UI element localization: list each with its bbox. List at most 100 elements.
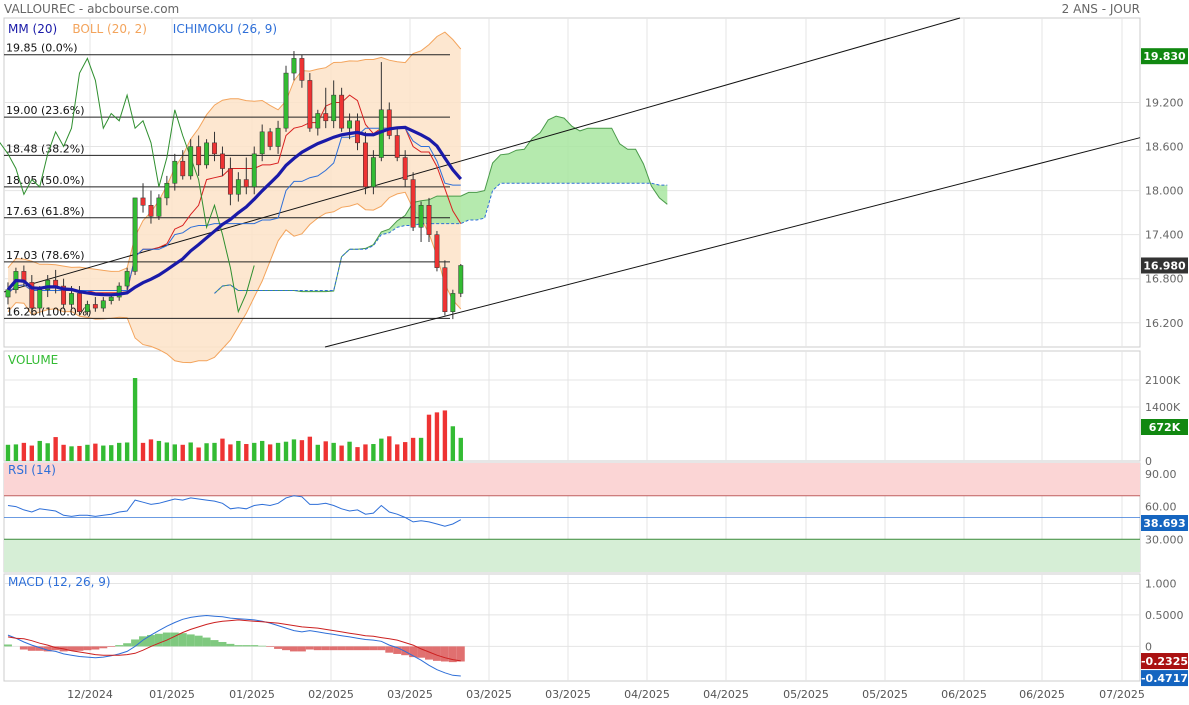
candle-body	[132, 197, 138, 272]
macd-tick-label: 0.5000	[1145, 609, 1184, 622]
volume-bar	[307, 436, 313, 461]
candle-body	[227, 168, 233, 195]
volume-bar	[283, 441, 289, 461]
candle-body	[402, 157, 408, 180]
volume-bar	[236, 440, 241, 461]
volume-bar	[228, 444, 233, 461]
macd-histogram-bar	[305, 646, 314, 650]
macd-histogram-bar	[226, 643, 235, 647]
candle-body	[148, 205, 154, 217]
candle-body	[29, 282, 35, 309]
macd-histogram-bar	[154, 633, 163, 647]
candle-body	[315, 113, 321, 129]
macd-histogram-bar	[361, 646, 370, 651]
macd-histogram-bar	[83, 646, 92, 651]
macd-histogram-bar	[123, 643, 132, 647]
x-tick-label: 05/2025	[862, 688, 908, 701]
candle-body	[243, 179, 249, 188]
volume-bar	[363, 444, 368, 461]
candle-body	[442, 267, 448, 312]
volume-title: VOLUME	[8, 353, 58, 367]
volume-bar	[85, 444, 90, 461]
volume-bar	[132, 378, 138, 461]
macd-signal-badge: -0.2325	[1141, 655, 1188, 668]
x-tick-label: 01/2025	[229, 688, 275, 701]
panel-frame	[3, 573, 1141, 682]
ichimoku-cloud	[214, 116, 668, 294]
candle-body	[69, 293, 74, 305]
macd-histogram-bar	[353, 646, 362, 651]
fibonacci-level-label: 16.26 (100.0%)	[6, 305, 92, 318]
macd-histogram-bar	[266, 646, 275, 648]
y-tick-label: 19.200	[1145, 96, 1184, 109]
period-label[interactable]: 2 ANS - JOUR	[1061, 2, 1140, 16]
x-tick-label: 12/2024	[67, 688, 113, 701]
fibonacci-level-label: 19.85 (0.0%)	[6, 42, 78, 55]
x-tick-label: 04/2025	[703, 688, 749, 701]
volume-bar	[339, 445, 344, 461]
candle-body	[172, 160, 178, 184]
macd-histogram-bar	[282, 646, 290, 651]
candle-body	[140, 197, 146, 206]
x-tick-label: 03/2025	[387, 688, 433, 701]
volume-bar	[331, 442, 336, 461]
macd-histogram-bar	[139, 636, 147, 647]
macd-histogram-bar	[417, 646, 426, 658]
candle-body	[164, 182, 170, 199]
candle-body	[156, 197, 162, 217]
x-tick-label: 02/2025	[308, 688, 354, 701]
candle-body	[53, 279, 59, 287]
volume-bar	[244, 444, 249, 461]
macd-histogram-bar	[194, 635, 203, 647]
candle-body	[235, 179, 241, 195]
candle-body	[291, 58, 297, 74]
candle-body	[307, 80, 313, 129]
macd-histogram-bar	[210, 640, 219, 647]
rsi-panel: RSI (14)	[4, 463, 1140, 572]
macd-histogram-bar	[99, 646, 108, 649]
volume-bar	[156, 440, 162, 461]
macd-histogram-bar	[75, 646, 84, 651]
volume-bar	[371, 444, 376, 461]
macd-tick-label: 1.000	[1145, 577, 1177, 590]
volume-bar	[395, 444, 400, 461]
macd-histogram-bar	[234, 645, 243, 647]
trendline-lower	[324, 137, 1141, 348]
x-tick-label: 06/2025	[941, 688, 987, 701]
ichimoku-chikou	[0, 57, 255, 314]
volume-bar	[53, 437, 58, 461]
macd-histogram-bar	[131, 639, 140, 647]
macd-histogram-bar	[393, 646, 402, 654]
trendline-upper	[3, 17, 961, 293]
candle-body	[450, 293, 456, 312]
candle-body	[331, 94, 337, 122]
x-tick-label: 03/2025	[545, 688, 591, 701]
volume-bar	[379, 438, 384, 461]
rsi-badge-bg	[1141, 515, 1188, 531]
volume-bar	[37, 440, 42, 461]
rsi-oversold-zone	[4, 539, 1140, 572]
y-tick-label: 18.000	[1145, 185, 1184, 198]
x-tick-label: 05/2025	[783, 688, 829, 701]
axis-layer: 16.200 16.800 17.400 18.000 18.600 19.200 19.8…	[67, 48, 1188, 701]
volume-bar	[172, 444, 177, 461]
volume-bar	[117, 442, 122, 461]
macd-histogram-bar	[289, 646, 298, 652]
volume-bar	[188, 442, 193, 461]
macd-histogram-bar	[321, 646, 330, 651]
volume-bar	[69, 446, 74, 461]
macd-histogram-bar	[313, 646, 322, 651]
macd-histogram-bar	[329, 646, 338, 651]
candle-body	[299, 58, 305, 81]
volume-bar	[5, 444, 11, 461]
candle-body	[37, 289, 43, 309]
macd-histogram-bar	[337, 646, 346, 651]
volume-bar	[355, 447, 360, 461]
candle-body	[434, 234, 440, 268]
volume-bar	[101, 445, 106, 461]
volume-bar	[387, 436, 392, 461]
candle-body	[124, 271, 130, 287]
macd-badge: -0.4717	[1141, 672, 1188, 685]
price-panel: 19.85 (0.0%) 19.00 (23.6%) 18.48 (38.2%) 18…	[0, 17, 1141, 364]
